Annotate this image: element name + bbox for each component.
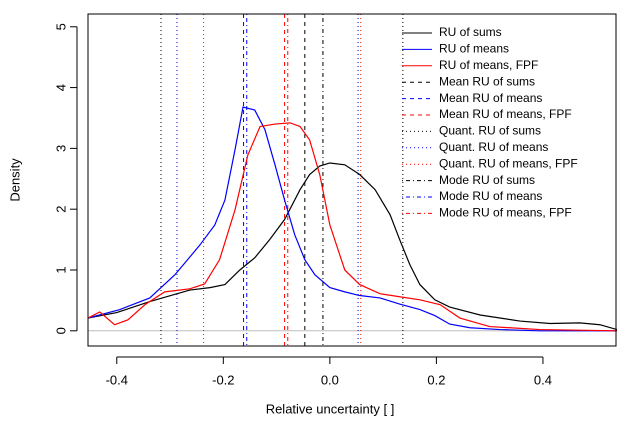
- legend-label: Mode RU of means: [439, 189, 542, 203]
- x-tick-label: 0.0: [321, 372, 339, 387]
- legend-label: Mean RU of sums: [439, 74, 535, 88]
- y-tick-label: 5: [53, 23, 68, 30]
- density-curve: [88, 106, 617, 332]
- x-tick-label: -0.4: [106, 372, 128, 387]
- y-tick-label: 2: [53, 206, 68, 213]
- legend-label: Quant. RU of means: [439, 140, 548, 154]
- density-curve: [88, 122, 617, 332]
- density-curve: [88, 162, 617, 331]
- y-axis-label: Density: [7, 158, 22, 202]
- legend-label: Mode RU of sums: [439, 173, 535, 187]
- legend-label: RU of means, FPF: [439, 58, 538, 72]
- plot-area: [88, 14, 617, 346]
- y-tick-label: 4: [53, 84, 68, 91]
- x-axis-label: Relative uncertainty [ ]: [266, 401, 395, 416]
- legend-label: Mode RU of means, FPF: [439, 206, 572, 220]
- legend-label: Quant. RU of sums: [439, 124, 541, 138]
- y-tick-label: 1: [53, 266, 68, 273]
- legend: RU of sums RU of means RU of means, FPF Mea…: [402, 25, 578, 220]
- x-tick-label: 0.4: [534, 372, 552, 387]
- legend-label: Quant. RU of means, FPF: [439, 156, 578, 170]
- x-tick-label: 0.2: [427, 372, 445, 387]
- legend-label: RU of means: [439, 42, 509, 56]
- plot-box: [87, 13, 617, 347]
- legend-label: RU of sums: [439, 25, 502, 39]
- y-tick-label: 3: [53, 145, 68, 152]
- legend-label: Mean RU of means: [439, 91, 542, 105]
- y-tick-label: 0: [53, 327, 68, 334]
- x-tick-label: -0.2: [212, 372, 234, 387]
- legend-label: Mean RU of means, FPF: [439, 107, 572, 121]
